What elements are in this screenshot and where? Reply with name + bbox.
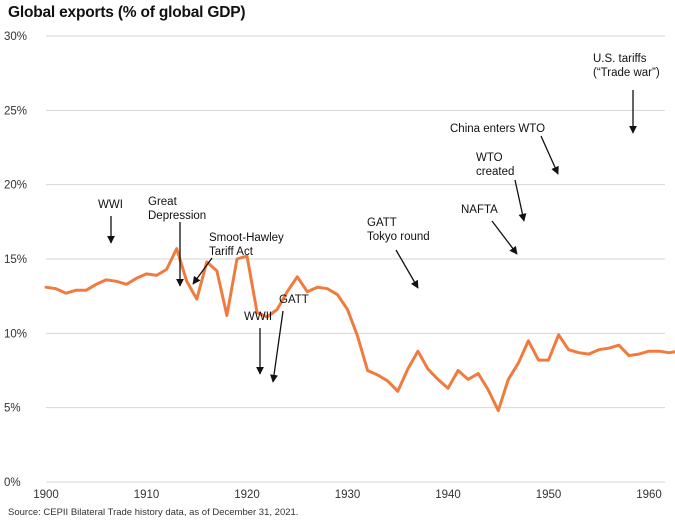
annotation-line: Tokyo round bbox=[367, 231, 430, 243]
annotation-us-tariffs: U.S. tariffs (“Trade war”) bbox=[593, 53, 660, 134]
annotation-arrow bbox=[395, 249, 419, 289]
annotation-china-wto: China enters WTO bbox=[450, 123, 559, 175]
annotation-nafta: NAFTA bbox=[461, 204, 518, 255]
annotation-line: GATT bbox=[367, 217, 397, 229]
annotation-label: WTO created bbox=[476, 152, 514, 178]
annotation-arrow bbox=[514, 179, 527, 222]
x-tick-label: 1960 bbox=[636, 489, 662, 501]
annotation-label: GATT bbox=[279, 294, 309, 306]
annotation-label: China enters WTO bbox=[450, 123, 545, 135]
annotation-line: WWII bbox=[244, 311, 272, 323]
x-tick-label: 1940 bbox=[435, 489, 461, 501]
annotation-label: WWI bbox=[98, 199, 123, 211]
annotation-line: Tariff Act bbox=[209, 246, 254, 258]
annotation-line: Smoot-Hawley bbox=[209, 232, 284, 244]
y-tick-label: 30% bbox=[4, 31, 27, 43]
annotation-line: WTO bbox=[476, 152, 503, 164]
y-tick-label: 15% bbox=[4, 254, 27, 266]
y-tick-label: 20% bbox=[4, 180, 27, 192]
annotation-line: China enters WTO bbox=[450, 123, 545, 135]
x-tick-label: 1930 bbox=[335, 489, 361, 501]
annotation-arrow bbox=[270, 310, 284, 383]
annotation-line: WWI bbox=[98, 199, 123, 211]
annotation-label: WWII bbox=[244, 311, 272, 323]
annotation-line: created bbox=[476, 166, 514, 178]
annotation-great-depression: Great Depression bbox=[148, 196, 206, 287]
annotation-wwii: WWII bbox=[244, 311, 272, 375]
annotation-line: NAFTA bbox=[461, 204, 498, 216]
annotation-label: Smoot-Hawley Tariff Act bbox=[209, 232, 284, 258]
annotation-line: GATT bbox=[279, 294, 309, 306]
source-note: Source: CEPII Bilateral Trade history da… bbox=[8, 507, 299, 518]
x-tick-label: 1950 bbox=[536, 489, 562, 501]
x-tick-label: 1920 bbox=[234, 489, 260, 501]
annotation-label: NAFTA bbox=[461, 204, 498, 216]
annotation-arrow bbox=[192, 257, 213, 285]
annotation-label: GATT Tokyo round bbox=[367, 217, 430, 243]
annotation-line: Great bbox=[148, 196, 178, 208]
chart-title: Global exports (% of global GDP) bbox=[8, 4, 246, 21]
x-tick-label: 1910 bbox=[134, 489, 160, 501]
annotation-gatt-tokyo: GATT Tokyo round bbox=[367, 217, 430, 289]
annotation-smoot-hawley: Smoot-Hawley Tariff Act bbox=[192, 232, 284, 285]
y-tick-label: 25% bbox=[4, 105, 27, 117]
annotation-line: U.S. tariffs bbox=[593, 53, 647, 65]
annotation-line: (“Trade war”) bbox=[593, 67, 660, 79]
series-line-0 bbox=[44, 247, 675, 413]
annotation-arrow bbox=[491, 220, 518, 255]
annotation-line: Depression bbox=[148, 210, 206, 222]
annotation-arrow bbox=[540, 135, 559, 175]
y-tick-label: 10% bbox=[4, 328, 27, 340]
annotation-wwi: WWI bbox=[98, 199, 123, 244]
x-tick-label: 1900 bbox=[33, 489, 59, 501]
annotation-gatt: GATT bbox=[270, 294, 309, 383]
y-tick-label: 0% bbox=[4, 477, 21, 489]
annotation-wto-created: WTO created bbox=[476, 152, 527, 222]
y-tick-label: 5% bbox=[4, 403, 21, 415]
annotation-label: Great Depression bbox=[148, 196, 206, 222]
annotation-label: U.S. tariffs (“Trade war”) bbox=[593, 53, 660, 79]
